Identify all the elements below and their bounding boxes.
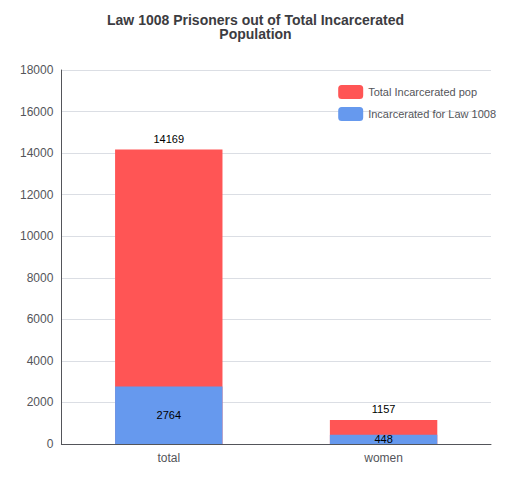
svg-text:14169: 14169 <box>153 133 184 145</box>
svg-text:448: 448 <box>374 433 392 445</box>
svg-text:2000: 2000 <box>27 395 54 409</box>
svg-text:12000: 12000 <box>20 188 54 202</box>
svg-text:16000: 16000 <box>20 105 54 119</box>
svg-text:Law 1008 Prisoners out of Tota: Law 1008 Prisoners out of Total Incarcer… <box>107 12 404 28</box>
svg-text:2764: 2764 <box>157 409 181 421</box>
svg-text:total: total <box>157 451 180 465</box>
svg-text:10000: 10000 <box>20 229 54 243</box>
svg-text:Population: Population <box>219 26 291 42</box>
svg-text:14000: 14000 <box>20 146 54 160</box>
svg-text:1157: 1157 <box>372 403 396 415</box>
svg-text:women: women <box>363 451 403 465</box>
svg-text:0: 0 <box>47 437 54 451</box>
svg-text:18000: 18000 <box>20 63 54 77</box>
svg-text:8000: 8000 <box>27 271 54 285</box>
svg-text:Total Incarcerated pop: Total Incarcerated pop <box>368 86 477 98</box>
svg-text:6000: 6000 <box>27 312 54 326</box>
svg-text:4000: 4000 <box>27 354 54 368</box>
svg-text:Incarcerated for Law 1008: Incarcerated for Law 1008 <box>368 108 496 120</box>
